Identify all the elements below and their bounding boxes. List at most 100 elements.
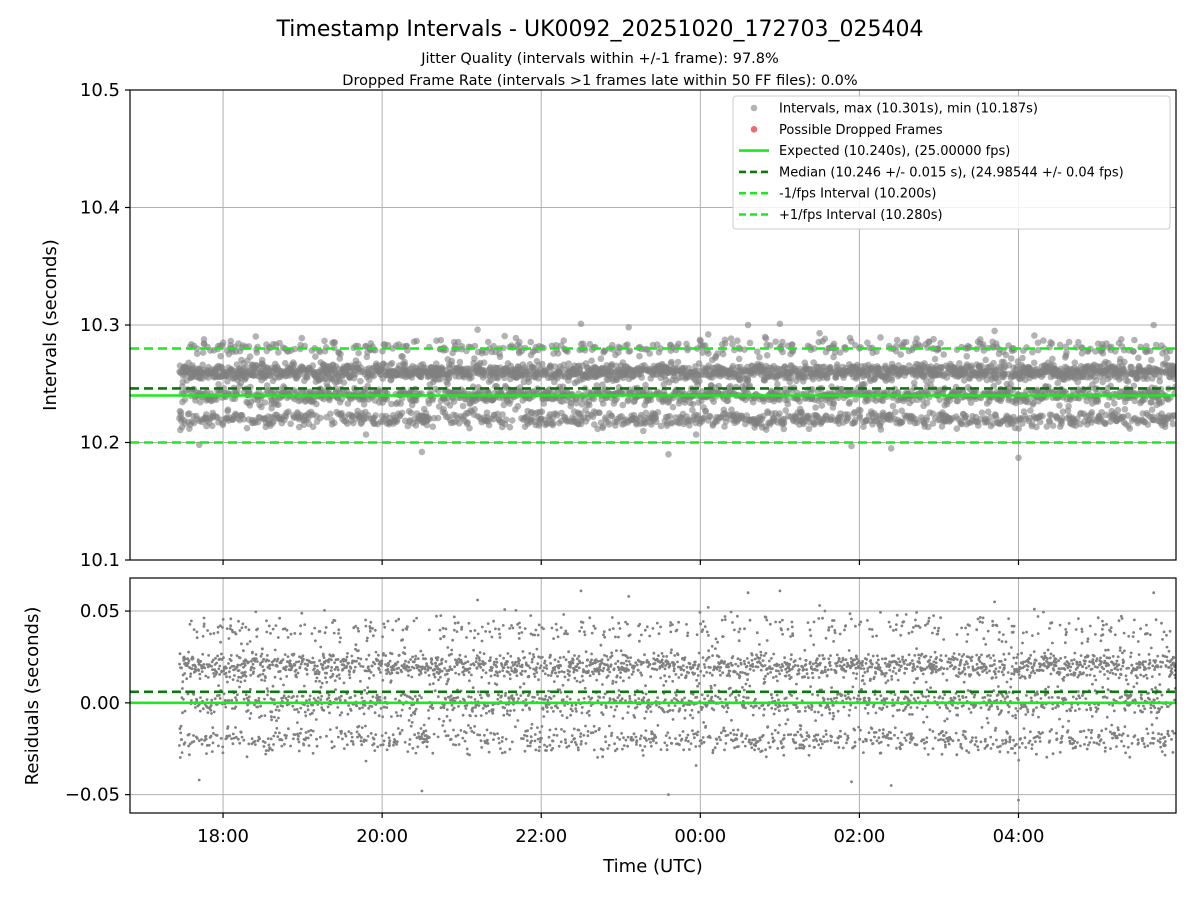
residual-point	[238, 685, 241, 689]
interval-point	[818, 402, 826, 409]
residual-point	[271, 663, 275, 667]
residuals-points	[178, 589, 1176, 802]
interval-point	[898, 407, 905, 415]
residual-point	[280, 738, 284, 742]
residual-point	[204, 674, 208, 678]
interval-point	[444, 380, 451, 388]
interval-point	[331, 419, 338, 427]
residual-point	[202, 616, 206, 620]
residual-point	[286, 660, 289, 664]
residual-point	[215, 734, 219, 737]
residual-point	[206, 629, 210, 632]
interval-point	[1131, 336, 1138, 344]
interval-point	[193, 345, 201, 352]
interval-point	[1172, 363, 1176, 371]
residual-point	[235, 698, 239, 702]
interval-point	[767, 342, 774, 349]
interval-point	[674, 358, 682, 366]
interval-point	[360, 401, 368, 408]
interval-point	[638, 374, 645, 381]
residual-point	[186, 661, 190, 665]
interval-point	[331, 339, 339, 346]
interval-point	[480, 359, 488, 367]
residual-point	[187, 744, 191, 748]
residual-point	[268, 747, 272, 751]
residual-point	[244, 674, 248, 678]
residual-point	[254, 653, 258, 656]
residual-point	[217, 684, 221, 687]
residual-point	[256, 660, 259, 663]
residual-point	[209, 632, 212, 636]
residual-point	[207, 743, 211, 747]
interval-point	[958, 420, 966, 428]
residual-point	[291, 704, 295, 708]
residual-point	[270, 718, 273, 722]
residual-point	[253, 739, 257, 743]
residual-point	[194, 706, 197, 709]
residual-point	[253, 659, 257, 663]
residual-point	[240, 626, 244, 630]
residual-point	[181, 680, 185, 684]
residual-point	[225, 627, 229, 630]
residual-point	[284, 668, 287, 672]
interval-point	[217, 352, 224, 360]
interval-point	[1143, 375, 1151, 383]
residual-point	[178, 756, 182, 759]
interval-point	[746, 339, 754, 347]
residual-point	[211, 726, 215, 729]
residual-point	[194, 665, 198, 669]
interval-point	[401, 361, 409, 369]
residual-point	[209, 704, 213, 707]
interval-point	[220, 385, 228, 392]
interval-point	[376, 388, 384, 395]
interval-point	[538, 408, 546, 416]
interval-point	[240, 415, 248, 423]
interval-point	[494, 375, 502, 382]
residual-point	[221, 751, 225, 755]
interval-point	[889, 402, 897, 410]
interval-point	[471, 355, 478, 362]
interval-point	[1144, 421, 1152, 428]
residual-point	[238, 656, 242, 660]
residual-point	[198, 672, 202, 676]
interval-point	[177, 409, 185, 416]
residual-point	[192, 740, 196, 743]
interval-point	[962, 412, 970, 420]
interval-point	[605, 421, 613, 428]
residual-point	[285, 734, 288, 737]
interval-point	[940, 351, 947, 358]
residual-point	[266, 690, 270, 693]
residual-point	[234, 735, 238, 739]
interval-point	[756, 354, 763, 361]
interval-point	[1172, 373, 1176, 380]
residual-point	[219, 624, 222, 628]
residual-point	[215, 661, 219, 665]
interval-point	[846, 398, 853, 406]
interval-point	[1147, 347, 1154, 355]
residual-point	[272, 698, 276, 702]
residual-point	[236, 737, 240, 741]
residual-point	[183, 709, 187, 713]
residual-point	[214, 656, 217, 660]
residual-point	[254, 610, 258, 614]
interval-point	[268, 405, 275, 412]
interval-point	[1088, 409, 1096, 416]
interval-point	[471, 406, 478, 413]
interval-point	[258, 403, 265, 411]
interval-point	[193, 350, 201, 358]
residual-point	[178, 662, 182, 666]
interval-point	[923, 399, 931, 407]
interval-point	[696, 377, 703, 385]
interval-point	[1049, 422, 1057, 430]
residual-point	[225, 675, 228, 679]
residual-point	[201, 634, 205, 638]
residual-point	[180, 751, 184, 754]
interval-point	[938, 423, 946, 430]
residual-point	[224, 671, 228, 675]
interval-point	[721, 423, 728, 430]
residual-point	[241, 622, 245, 626]
residual-point	[226, 680, 229, 684]
interval-point	[1030, 359, 1038, 367]
residual-point	[236, 693, 239, 697]
interval-point	[303, 374, 311, 381]
